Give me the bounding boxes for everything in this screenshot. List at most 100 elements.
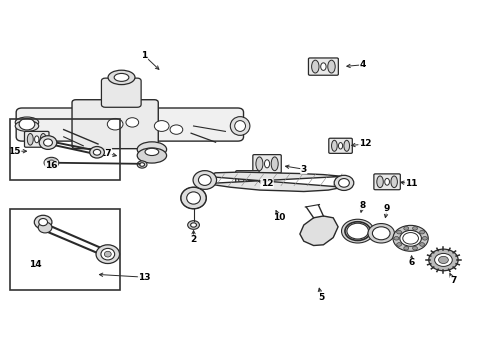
Circle shape <box>191 223 196 227</box>
Circle shape <box>429 249 458 271</box>
Ellipse shape <box>96 245 120 264</box>
Ellipse shape <box>328 60 335 73</box>
FancyBboxPatch shape <box>253 154 281 173</box>
Ellipse shape <box>34 215 52 229</box>
Circle shape <box>347 223 368 239</box>
Circle shape <box>439 256 448 264</box>
Ellipse shape <box>198 175 211 185</box>
Text: 12: 12 <box>261 179 273 188</box>
Ellipse shape <box>256 157 263 171</box>
Text: 14: 14 <box>29 260 42 269</box>
Polygon shape <box>206 172 343 192</box>
Ellipse shape <box>114 73 129 81</box>
Ellipse shape <box>15 121 39 131</box>
Circle shape <box>368 224 394 243</box>
Ellipse shape <box>245 175 249 181</box>
Ellipse shape <box>344 140 349 151</box>
Circle shape <box>44 157 59 168</box>
Ellipse shape <box>40 134 46 145</box>
Polygon shape <box>300 216 338 246</box>
Circle shape <box>404 247 409 250</box>
Circle shape <box>372 227 390 240</box>
FancyBboxPatch shape <box>329 138 352 153</box>
Text: 5: 5 <box>318 292 324 302</box>
Circle shape <box>304 220 335 243</box>
Circle shape <box>393 225 428 251</box>
Circle shape <box>413 247 417 250</box>
Text: 7: 7 <box>450 276 457 285</box>
Text: 16: 16 <box>45 161 58 170</box>
Circle shape <box>394 237 399 240</box>
Circle shape <box>419 230 424 234</box>
Text: 3: 3 <box>301 165 307 174</box>
Ellipse shape <box>90 147 104 158</box>
FancyBboxPatch shape <box>101 78 141 107</box>
Ellipse shape <box>101 248 115 260</box>
Text: 10: 10 <box>273 213 286 222</box>
Ellipse shape <box>230 117 250 135</box>
Text: 13: 13 <box>138 273 151 282</box>
Ellipse shape <box>320 63 326 71</box>
Ellipse shape <box>39 136 57 149</box>
Circle shape <box>342 219 374 243</box>
FancyBboxPatch shape <box>72 100 158 149</box>
FancyBboxPatch shape <box>16 108 101 141</box>
Ellipse shape <box>137 142 167 157</box>
Ellipse shape <box>339 179 349 187</box>
Circle shape <box>400 230 421 246</box>
Ellipse shape <box>137 148 167 163</box>
Circle shape <box>170 125 183 134</box>
Text: 15: 15 <box>8 147 21 156</box>
Ellipse shape <box>108 70 135 85</box>
Ellipse shape <box>265 160 270 168</box>
Ellipse shape <box>39 219 48 226</box>
Circle shape <box>19 118 35 130</box>
Text: 8: 8 <box>360 201 366 210</box>
Ellipse shape <box>334 175 354 190</box>
FancyBboxPatch shape <box>236 171 259 186</box>
FancyBboxPatch shape <box>309 58 339 75</box>
Ellipse shape <box>391 176 397 188</box>
Ellipse shape <box>145 148 159 156</box>
Ellipse shape <box>104 251 111 257</box>
Ellipse shape <box>332 140 337 151</box>
Ellipse shape <box>181 187 206 209</box>
Circle shape <box>422 237 427 240</box>
Ellipse shape <box>235 121 245 131</box>
Text: 6: 6 <box>409 258 415 267</box>
Ellipse shape <box>385 178 390 185</box>
Circle shape <box>435 253 452 266</box>
Text: 2: 2 <box>191 235 196 244</box>
Ellipse shape <box>377 176 383 188</box>
Text: 17: 17 <box>99 149 112 158</box>
Circle shape <box>48 160 55 165</box>
Text: 11: 11 <box>405 179 418 188</box>
Circle shape <box>137 161 147 168</box>
FancyBboxPatch shape <box>24 131 49 147</box>
FancyBboxPatch shape <box>144 108 244 141</box>
FancyBboxPatch shape <box>374 174 400 190</box>
Circle shape <box>419 243 424 246</box>
Ellipse shape <box>193 171 217 189</box>
Circle shape <box>154 121 169 131</box>
Circle shape <box>397 243 402 246</box>
Ellipse shape <box>15 117 39 128</box>
Ellipse shape <box>187 192 200 204</box>
Ellipse shape <box>35 136 39 143</box>
Text: 9: 9 <box>384 204 391 213</box>
Circle shape <box>403 233 418 244</box>
Ellipse shape <box>239 173 244 184</box>
Ellipse shape <box>251 173 256 184</box>
Bar <box>10 209 120 290</box>
Circle shape <box>397 230 402 234</box>
Circle shape <box>140 163 145 166</box>
Bar <box>10 119 120 180</box>
Circle shape <box>311 225 328 238</box>
Text: 12: 12 <box>359 139 371 148</box>
Circle shape <box>188 221 199 229</box>
Ellipse shape <box>271 157 278 171</box>
Text: 1: 1 <box>142 51 147 60</box>
Circle shape <box>126 118 139 127</box>
Text: 4: 4 <box>359 60 366 69</box>
Ellipse shape <box>44 139 52 146</box>
